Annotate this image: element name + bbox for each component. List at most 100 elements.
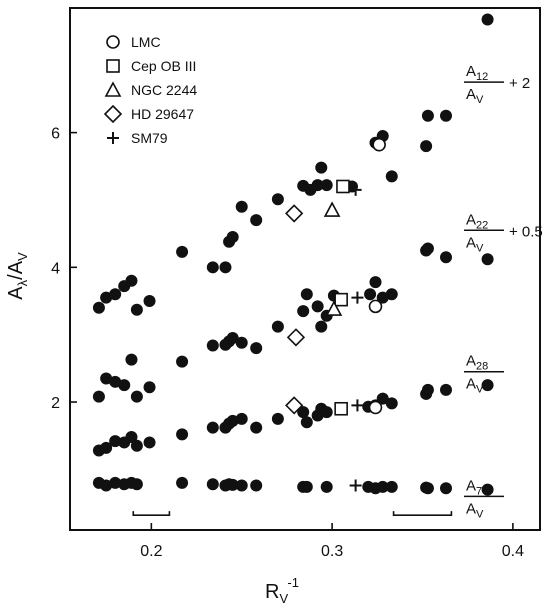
y-tick-label: 2 xyxy=(51,395,60,412)
x-axis-label-sup: -1 xyxy=(287,575,299,590)
series-label-offset: + 2 xyxy=(509,75,530,92)
legend-circle-icon xyxy=(106,35,120,49)
point-A28 xyxy=(125,431,138,444)
legend-label: LMC xyxy=(131,34,161,50)
denominator-sub: V xyxy=(476,94,484,106)
denominator-main: A xyxy=(466,500,476,517)
numerator-main: A xyxy=(466,63,476,80)
point-A28 xyxy=(440,383,452,396)
point-A22 xyxy=(100,372,113,385)
point-A12 xyxy=(109,288,122,301)
marker-square-A12 xyxy=(336,179,350,194)
denominator-sub: V xyxy=(476,384,484,396)
point-A12 xyxy=(92,301,105,314)
x-tick-label: 0.4 xyxy=(502,543,524,560)
series-label-numerator: A12 xyxy=(466,63,488,83)
point-A12 xyxy=(125,274,138,287)
point-A70 xyxy=(176,476,189,489)
y-axis-label-sub2: V xyxy=(15,252,30,261)
point-A12 xyxy=(320,179,333,192)
series-label-A70: A70AV xyxy=(464,477,504,520)
legend-label: NGC 2244 xyxy=(131,82,197,98)
numerator-sub: 22 xyxy=(476,219,488,231)
point-A28 xyxy=(176,428,189,441)
point-A22 xyxy=(143,381,156,394)
point-A22 xyxy=(118,379,131,392)
point-A22 xyxy=(271,320,284,333)
point-A22 xyxy=(297,305,310,318)
error-bar xyxy=(392,511,453,516)
point-A22 xyxy=(109,375,122,388)
point-A12 xyxy=(271,193,284,206)
denominator-main: A xyxy=(466,376,476,393)
marker-plus-A28 xyxy=(351,399,364,412)
point-A28 xyxy=(250,421,263,434)
numerator-sub: 12 xyxy=(476,71,488,83)
point-A12 xyxy=(481,13,494,26)
point-A22 xyxy=(385,288,398,301)
numerator-main: A xyxy=(466,353,476,370)
point-A22 xyxy=(376,291,389,304)
x-axis-label: RV-1 xyxy=(265,575,299,606)
series-label-denominator: AV xyxy=(466,86,484,106)
point-A22 xyxy=(130,390,143,403)
point-A22 xyxy=(235,336,248,349)
point-A28 xyxy=(109,435,122,448)
point-A12 xyxy=(315,161,328,174)
numerator-main: A xyxy=(466,211,476,228)
point-A22 xyxy=(125,353,138,366)
point-A22 xyxy=(364,288,377,301)
point-A28 xyxy=(143,436,156,449)
legend-diamond-icon xyxy=(103,104,123,124)
point-A28 xyxy=(130,439,143,452)
point-A28 xyxy=(100,441,113,454)
legend: LMC Cep OB III NGC 2244 HD 29647 SM79 xyxy=(103,34,197,146)
legend-plus-icon xyxy=(107,132,119,144)
data-points xyxy=(92,13,494,496)
point-A12 xyxy=(219,261,232,274)
legend-label: HD 29647 xyxy=(131,106,194,122)
point-A22 xyxy=(206,339,219,352)
error-bars xyxy=(132,511,453,516)
point-A12 xyxy=(250,214,263,227)
y-tick-label: 6 xyxy=(51,126,60,143)
point-A22 xyxy=(421,242,434,255)
point-A22 xyxy=(250,342,263,355)
x-axis-label-main: R xyxy=(265,581,279,603)
point-A22 xyxy=(481,253,494,266)
point-A70 xyxy=(421,482,434,495)
denominator-sub: V xyxy=(476,508,484,520)
point-A28 xyxy=(385,397,398,410)
marker-diamond-A28 xyxy=(285,396,304,415)
series-label-numerator: A22 xyxy=(466,211,488,231)
point-A12 xyxy=(130,303,143,316)
marker-square-A22 xyxy=(334,292,348,307)
marker-triangle-A12 xyxy=(323,201,341,217)
marker-circle-A22 xyxy=(368,299,383,314)
point-A28 xyxy=(376,392,389,405)
point-A28 xyxy=(297,406,310,419)
marker-plus-A70 xyxy=(349,479,362,492)
point-A70 xyxy=(250,479,263,492)
plot-frame xyxy=(69,7,541,531)
point-A28 xyxy=(226,414,239,427)
point-A28 xyxy=(320,406,333,419)
marker-circle-A28 xyxy=(368,400,383,415)
point-A28 xyxy=(421,383,434,396)
marker-diamond-A22 xyxy=(286,328,306,347)
point-A70 xyxy=(320,480,333,493)
legend-label: SM79 xyxy=(131,130,168,146)
numerator-sub: 28 xyxy=(476,361,488,373)
point-A28 xyxy=(206,421,219,434)
denominator-main: A xyxy=(466,86,476,103)
marker-plus-A12 xyxy=(349,183,362,196)
denominator-sub: V xyxy=(476,242,484,254)
point-A12 xyxy=(311,179,324,192)
point-A70 xyxy=(226,478,239,491)
series-label-denominator: AV xyxy=(466,234,484,254)
marker-plus-A22 xyxy=(351,291,364,304)
point-A70 xyxy=(235,479,248,492)
marker-triangle-A22 xyxy=(325,300,343,316)
